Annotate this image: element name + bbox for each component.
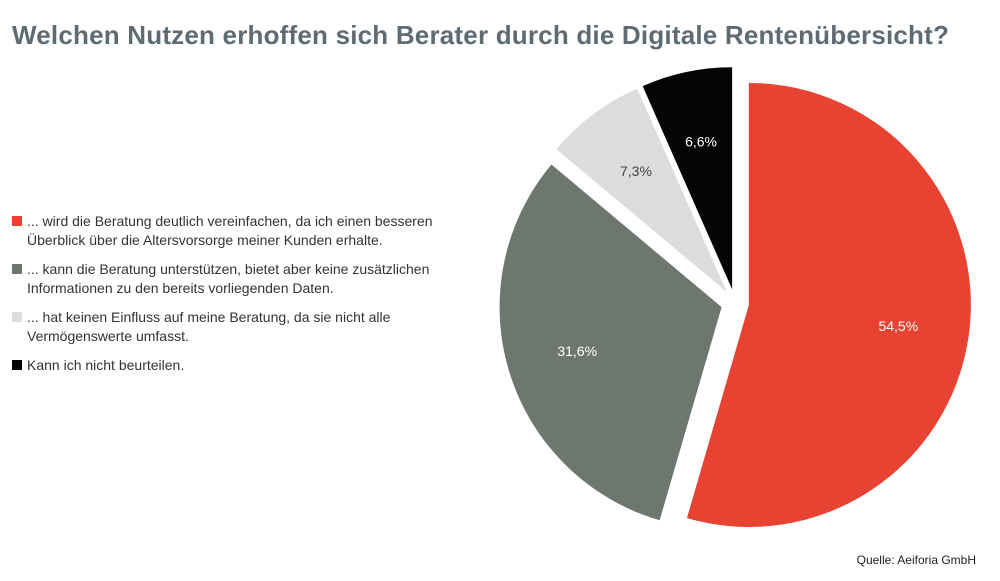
slice-data-label: 7,3%	[620, 163, 652, 179]
legend-item-kein-einfluss: ... hat keinen Einfluss auf meine Beratu…	[12, 308, 482, 346]
legend-swatch-black	[12, 360, 22, 370]
source-note: Quelle: Aeiforia GmbH	[856, 553, 976, 567]
legend-swatch-gray	[12, 264, 22, 274]
legend-item-unterstuetzen: ... kann die Beratung unterstützen, biet…	[12, 260, 482, 298]
pie-slice-unterstuetzen	[499, 164, 722, 521]
legend-item-vereinfachen: ... wird die Beratung deutlich vereinfac…	[12, 212, 482, 250]
legend-label: ... wird die Beratung deutlich vereinfac…	[27, 213, 433, 248]
pie-slice-kein-einfluss	[556, 88, 727, 292]
legend-label: ... hat keinen Einfluss auf meine Beratu…	[27, 309, 391, 344]
legend: ... wird die Beratung deutlich vereinfac…	[12, 212, 482, 385]
legend-label: Kann ich nicht beurteilen.	[27, 357, 185, 373]
slice-data-label: 31,6%	[557, 343, 597, 359]
pie-slice-nicht-beurteilen	[642, 67, 733, 290]
legend-swatch-lightgray	[12, 312, 22, 322]
slice-data-label: 6,6%	[685, 134, 717, 150]
pie-chart: 54,5% 31,6% 7,3% 6,6%	[499, 67, 971, 527]
legend-item-nicht-beurteilen: Kann ich nicht beurteilen.	[12, 356, 482, 375]
chart-title: Welchen Nutzen erhoffen sich Berater dur…	[12, 20, 950, 50]
pie-slice-vereinfachen	[686, 82, 971, 527]
legend-swatch-red	[12, 216, 22, 226]
legend-label: ... kann die Beratung unterstützen, biet…	[27, 261, 430, 296]
slice-data-label: 54,5%	[878, 318, 918, 334]
